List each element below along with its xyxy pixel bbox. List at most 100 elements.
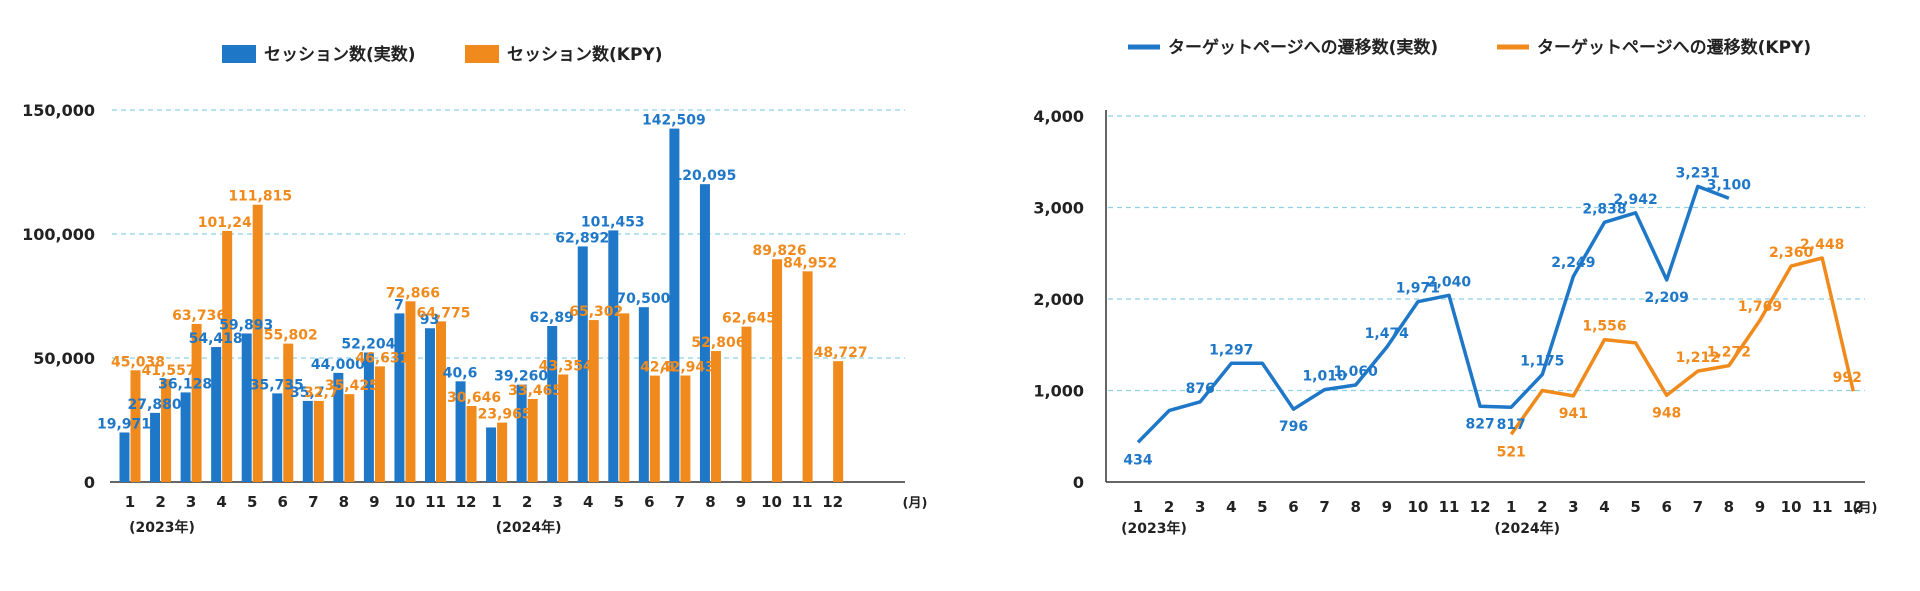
bar-actual <box>425 328 435 482</box>
x-tick-label: 6 <box>278 493 288 511</box>
y-tick-label: 150,000 <box>22 101 95 120</box>
bar-kpy <box>222 230 233 482</box>
data-label-actual: 1,297 <box>1209 342 1253 358</box>
bar-kpy <box>741 326 752 482</box>
bar-kpy <box>619 313 630 482</box>
bar-kpy <box>680 375 691 482</box>
x-tick-label: 11 <box>792 493 813 511</box>
data-label-actual: 39,260 <box>494 369 548 385</box>
x-tick-label: 9 <box>369 493 379 511</box>
data-label-actual: 3,100 <box>1707 177 1752 193</box>
data-label-actual: 827 <box>1465 416 1494 432</box>
line-series-actual <box>1136 184 1730 444</box>
x-tick-label: 4 <box>1226 498 1236 516</box>
x-tick-label: 7 <box>308 493 318 511</box>
bar-actual <box>638 307 649 482</box>
data-label-actual: 1,971 <box>1396 281 1440 297</box>
x-tick-label: 3 <box>1195 498 1205 516</box>
bar-kpy <box>313 400 324 482</box>
data-label-kpy: 42,9 <box>640 360 675 376</box>
bar-kpy <box>710 351 721 482</box>
x-tick-label: 10 <box>395 493 416 511</box>
bar-kpy <box>833 361 844 482</box>
data-label-kpy: 2,448 <box>1800 237 1844 253</box>
data-label-kpy: 42,943 <box>661 360 715 376</box>
bar-kpy <box>191 323 202 482</box>
x-tick-label: 7 <box>675 493 685 511</box>
bar-kpy <box>252 204 263 483</box>
data-label-actual: 1,474 <box>1365 326 1410 342</box>
data-label-kpy: 72,866 <box>386 285 440 301</box>
legend-label: セッション数(実数) <box>264 44 416 65</box>
legend-swatch <box>465 45 499 63</box>
data-label-kpy: 101,242 <box>198 215 262 231</box>
x-tick-label: 2 <box>155 493 165 511</box>
bar-kpy <box>374 366 385 482</box>
x-tick-label: 10 <box>1781 498 1802 516</box>
x-tick-label: 2 <box>1164 498 1174 516</box>
x-tick-label: 4 <box>583 493 593 511</box>
bar-actual <box>547 326 558 482</box>
data-label-actual: 2,942 <box>1613 192 1657 208</box>
legend-label: セッション数(KPY) <box>507 44 662 65</box>
bar-kpy <box>344 394 355 482</box>
x-tick-label: 5 <box>247 493 257 511</box>
year-label: (2024年) <box>496 519 562 536</box>
data-label-actual: 27,880 <box>128 397 182 413</box>
x-tick-label: 9 <box>1755 498 1765 516</box>
x-tick-label: 6 <box>644 493 654 511</box>
data-label-actual: 1,175 <box>1520 353 1564 369</box>
x-tick-label: 11 <box>1812 498 1833 516</box>
bar-actual <box>669 128 680 482</box>
bar-kpy <box>436 321 446 482</box>
data-label-actual: 35,7 <box>290 385 325 401</box>
x-unit-label: (月) <box>903 496 928 511</box>
bar-actual <box>241 333 252 482</box>
data-label-kpy: 64,775 <box>416 305 470 321</box>
chart-legend: ターゲットページへの遷移数(実数) ターゲットページへの遷移数(KPY) <box>1128 37 1811 58</box>
x-unit-label: (月) <box>1853 501 1878 516</box>
data-label-actual: 796 <box>1279 419 1308 435</box>
x-tick-label: 10 <box>761 493 782 511</box>
data-label-actual: 35,735 <box>250 377 304 393</box>
x-tick-label: 10 <box>1407 498 1428 516</box>
bar-kpy <box>527 399 538 482</box>
bar-kpy <box>772 259 783 482</box>
bar-actual <box>455 381 466 482</box>
y-tick-label: 50,000 <box>33 349 95 368</box>
data-label-actual: 2,249 <box>1551 255 1595 271</box>
x-tick-label: 12 <box>456 493 477 511</box>
data-label-kpy: 1,556 <box>1582 319 1626 335</box>
data-label-actual: 59,893 <box>219 317 273 333</box>
x-tick-label: 11 <box>425 493 446 511</box>
data-label-kpy: 111,815 <box>228 189 292 205</box>
bar-actual <box>180 392 191 482</box>
x-tick-label: 5 <box>614 493 624 511</box>
data-label-kpy: 1,212 <box>1676 350 1720 366</box>
data-label-kpy: 41,557 <box>142 363 196 379</box>
year-label: (2023年) <box>1121 520 1187 537</box>
x-tick-label: 6 <box>1661 498 1671 516</box>
bar-kpy <box>161 378 172 482</box>
bar-actual <box>211 347 222 482</box>
data-label-actual: 93 <box>420 312 439 328</box>
x-tick-label: 8 <box>1724 498 1734 516</box>
x-tick-label: 8 <box>1350 498 1360 516</box>
bar-actual <box>699 184 710 482</box>
bar-actual <box>516 384 527 482</box>
data-label-kpy: 65,302 <box>569 304 623 320</box>
x-tick-label: 2 <box>1537 498 1547 516</box>
bar-actual <box>394 313 405 482</box>
bar-kpy <box>130 370 141 482</box>
data-label-actual: 36,128 <box>158 376 212 392</box>
data-label-kpy: 32,7 <box>304 385 339 401</box>
bar-actual <box>150 412 161 482</box>
year-label: (2024年) <box>1494 520 1560 537</box>
data-label-actual: 120,095 <box>673 168 737 184</box>
data-label-actual: 62,892 <box>555 230 609 246</box>
data-label-kpy: 33,465 <box>508 383 562 399</box>
data-label-kpy: 23,965 <box>478 407 532 423</box>
data-label-kpy: 89,826 <box>753 243 807 259</box>
bar-actual <box>486 427 497 482</box>
bar-kpy <box>802 271 813 482</box>
